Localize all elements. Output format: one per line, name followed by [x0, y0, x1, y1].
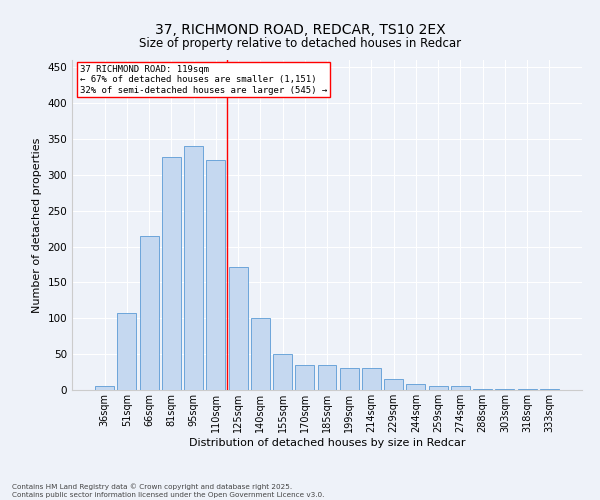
Bar — [251, 318, 270, 390]
Bar — [140, 236, 158, 390]
Bar — [451, 386, 470, 390]
Bar — [429, 386, 448, 390]
Bar — [384, 379, 403, 390]
Bar — [317, 365, 337, 390]
Bar — [273, 354, 292, 390]
Bar — [162, 157, 181, 390]
Bar — [118, 313, 136, 390]
Bar — [406, 384, 425, 390]
Bar — [340, 368, 359, 390]
Bar — [229, 266, 248, 390]
Text: 37 RICHMOND ROAD: 119sqm
← 67% of detached houses are smaller (1,151)
32% of sem: 37 RICHMOND ROAD: 119sqm ← 67% of detach… — [80, 65, 327, 95]
Text: 37, RICHMOND ROAD, REDCAR, TS10 2EX: 37, RICHMOND ROAD, REDCAR, TS10 2EX — [155, 22, 445, 36]
Bar — [362, 368, 381, 390]
Bar — [295, 365, 314, 390]
Bar — [206, 160, 225, 390]
Text: Contains HM Land Registry data © Crown copyright and database right 2025.
Contai: Contains HM Land Registry data © Crown c… — [12, 484, 325, 498]
X-axis label: Distribution of detached houses by size in Redcar: Distribution of detached houses by size … — [189, 438, 465, 448]
Bar — [184, 146, 203, 390]
Text: Size of property relative to detached houses in Redcar: Size of property relative to detached ho… — [139, 38, 461, 51]
Bar — [473, 388, 492, 390]
Bar — [95, 386, 114, 390]
Y-axis label: Number of detached properties: Number of detached properties — [32, 138, 42, 312]
